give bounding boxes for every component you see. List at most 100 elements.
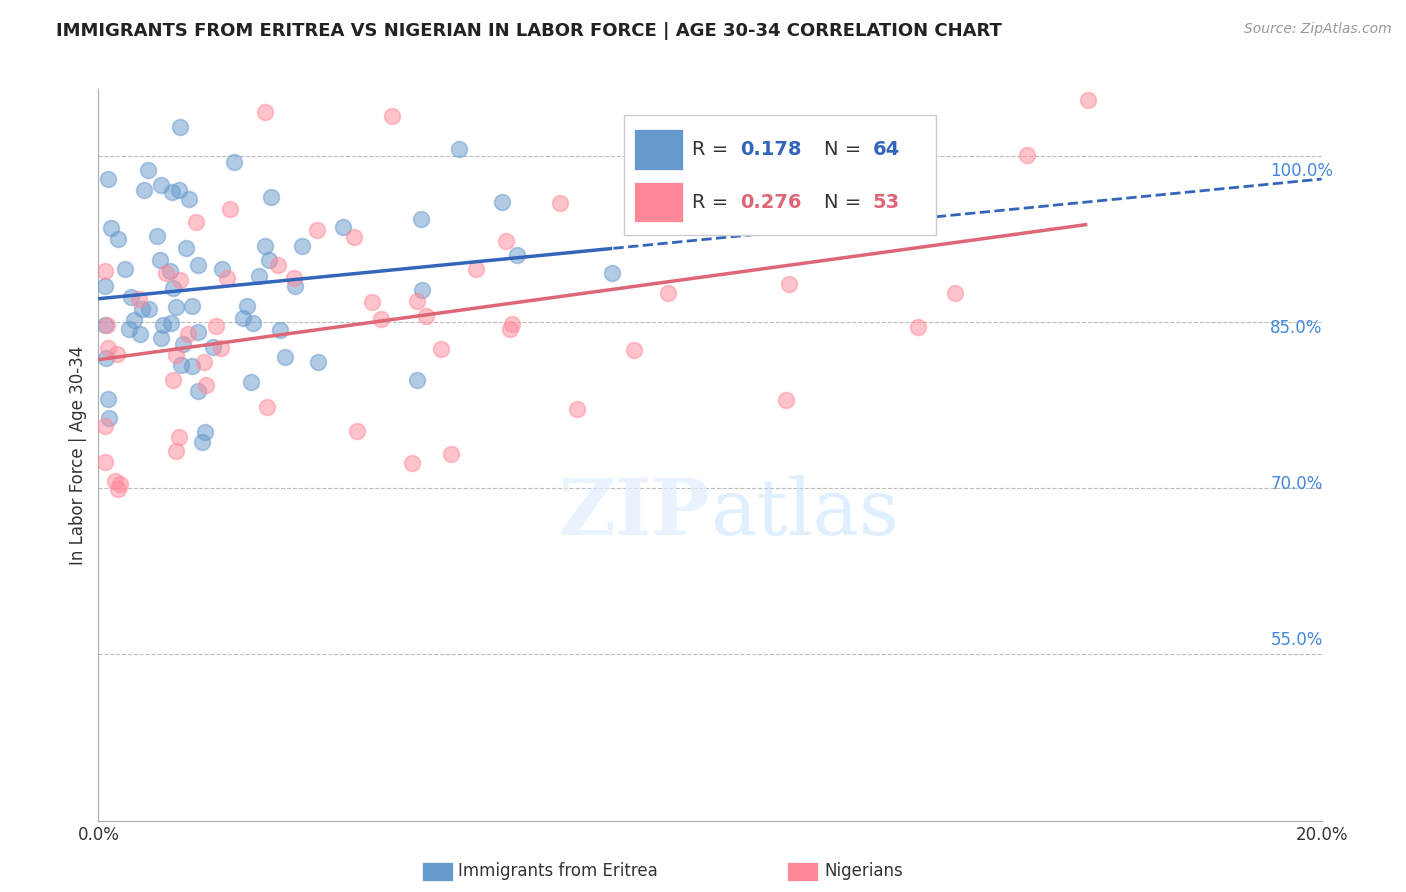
FancyBboxPatch shape: [652, 145, 696, 183]
Point: [228, 270, 250, 285]
Point: [195, 317, 218, 331]
Text: N =: N =: [823, 153, 866, 173]
Point: [470, 344, 492, 359]
Point: [208, 176, 231, 190]
Point: [245, 329, 267, 343]
Text: Immigrants from Eritrea: Immigrants from Eritrea: [458, 863, 658, 880]
Point: [278, 277, 301, 292]
Point: [238, 279, 260, 293]
Point: [247, 359, 270, 374]
Point: [242, 249, 264, 263]
Text: Source: ZipAtlas.com: Source: ZipAtlas.com: [1244, 22, 1392, 37]
Text: ZIP: ZIP: [569, 467, 721, 543]
Point: [478, 442, 501, 457]
Point: [266, 342, 288, 356]
Point: [533, 320, 555, 334]
Point: [330, 351, 353, 366]
Point: [253, 384, 276, 398]
Point: [292, 314, 315, 328]
Point: [312, 121, 335, 136]
Point: [326, 326, 349, 341]
Text: atlas: atlas: [721, 467, 910, 543]
Point: [395, 421, 418, 435]
Point: [170, 450, 193, 464]
Text: N =: N =: [823, 204, 866, 223]
Point: [1046, 111, 1069, 125]
Point: [485, 156, 508, 170]
Point: [217, 238, 239, 252]
Text: 64: 64: [866, 153, 893, 173]
Point: [231, 287, 253, 301]
Text: 0.276: 0.276: [748, 204, 810, 223]
Text: R =: R =: [704, 153, 747, 173]
Point: [302, 319, 325, 334]
Point: [247, 303, 270, 318]
Point: [260, 377, 283, 392]
Point: [575, 207, 598, 221]
Point: [176, 230, 198, 244]
FancyBboxPatch shape: [652, 194, 696, 232]
Point: [315, 398, 337, 412]
Point: [316, 260, 339, 274]
Point: [259, 356, 281, 370]
Point: [778, 392, 800, 406]
Point: [297, 303, 319, 318]
Point: [201, 297, 224, 311]
Point: [180, 467, 202, 482]
Point: [779, 283, 801, 297]
Point: [382, 229, 405, 244]
Point: [170, 285, 193, 299]
Y-axis label: In Labor Force | Age 30-34: In Labor Force | Age 30-34: [69, 341, 87, 560]
Point: [222, 321, 245, 335]
Point: [170, 322, 193, 336]
Point: [173, 343, 195, 357]
Point: [173, 391, 195, 405]
Point: [257, 432, 280, 446]
Text: IMMIGRANTS FROM ERITREA VS NIGERIAN IN LABOR FORCE | AGE 30-34 CORRELATION CHART: IMMIGRANTS FROM ERITREA VS NIGERIAN IN L…: [56, 22, 1002, 40]
Point: [236, 194, 259, 209]
Point: [172, 352, 194, 367]
Point: [260, 422, 283, 436]
Point: [444, 451, 467, 466]
Point: [269, 323, 291, 337]
Point: [173, 321, 195, 335]
Point: [621, 272, 644, 286]
Point: [231, 373, 253, 387]
Point: [346, 247, 368, 261]
Point: [591, 400, 613, 414]
Point: [233, 304, 256, 318]
Point: [253, 266, 276, 280]
Text: 0.178: 0.178: [748, 153, 810, 173]
Point: [246, 203, 269, 218]
Point: [202, 329, 225, 343]
Point: [991, 161, 1014, 176]
Point: [236, 136, 259, 150]
FancyBboxPatch shape: [644, 131, 922, 244]
Point: [301, 375, 323, 389]
Point: [170, 417, 193, 431]
Point: [285, 168, 308, 182]
Point: [236, 426, 259, 441]
Point: [325, 265, 347, 279]
Point: [193, 325, 215, 339]
Point: [340, 285, 363, 299]
Point: [672, 292, 695, 306]
Point: [928, 291, 950, 305]
Point: [231, 196, 253, 211]
Point: [219, 260, 242, 275]
Text: R =: R =: [704, 204, 747, 223]
Point: [416, 316, 439, 330]
Point: [453, 289, 475, 303]
Point: [319, 201, 342, 215]
Point: [274, 268, 297, 283]
Point: [894, 323, 917, 337]
Point: [426, 125, 449, 139]
Point: [537, 255, 560, 269]
Point: [174, 409, 197, 423]
Point: [524, 206, 547, 220]
Point: [527, 243, 550, 257]
Point: [360, 232, 382, 246]
Point: [193, 295, 215, 310]
Point: [339, 277, 361, 292]
Text: Nigerians: Nigerians: [824, 863, 903, 880]
